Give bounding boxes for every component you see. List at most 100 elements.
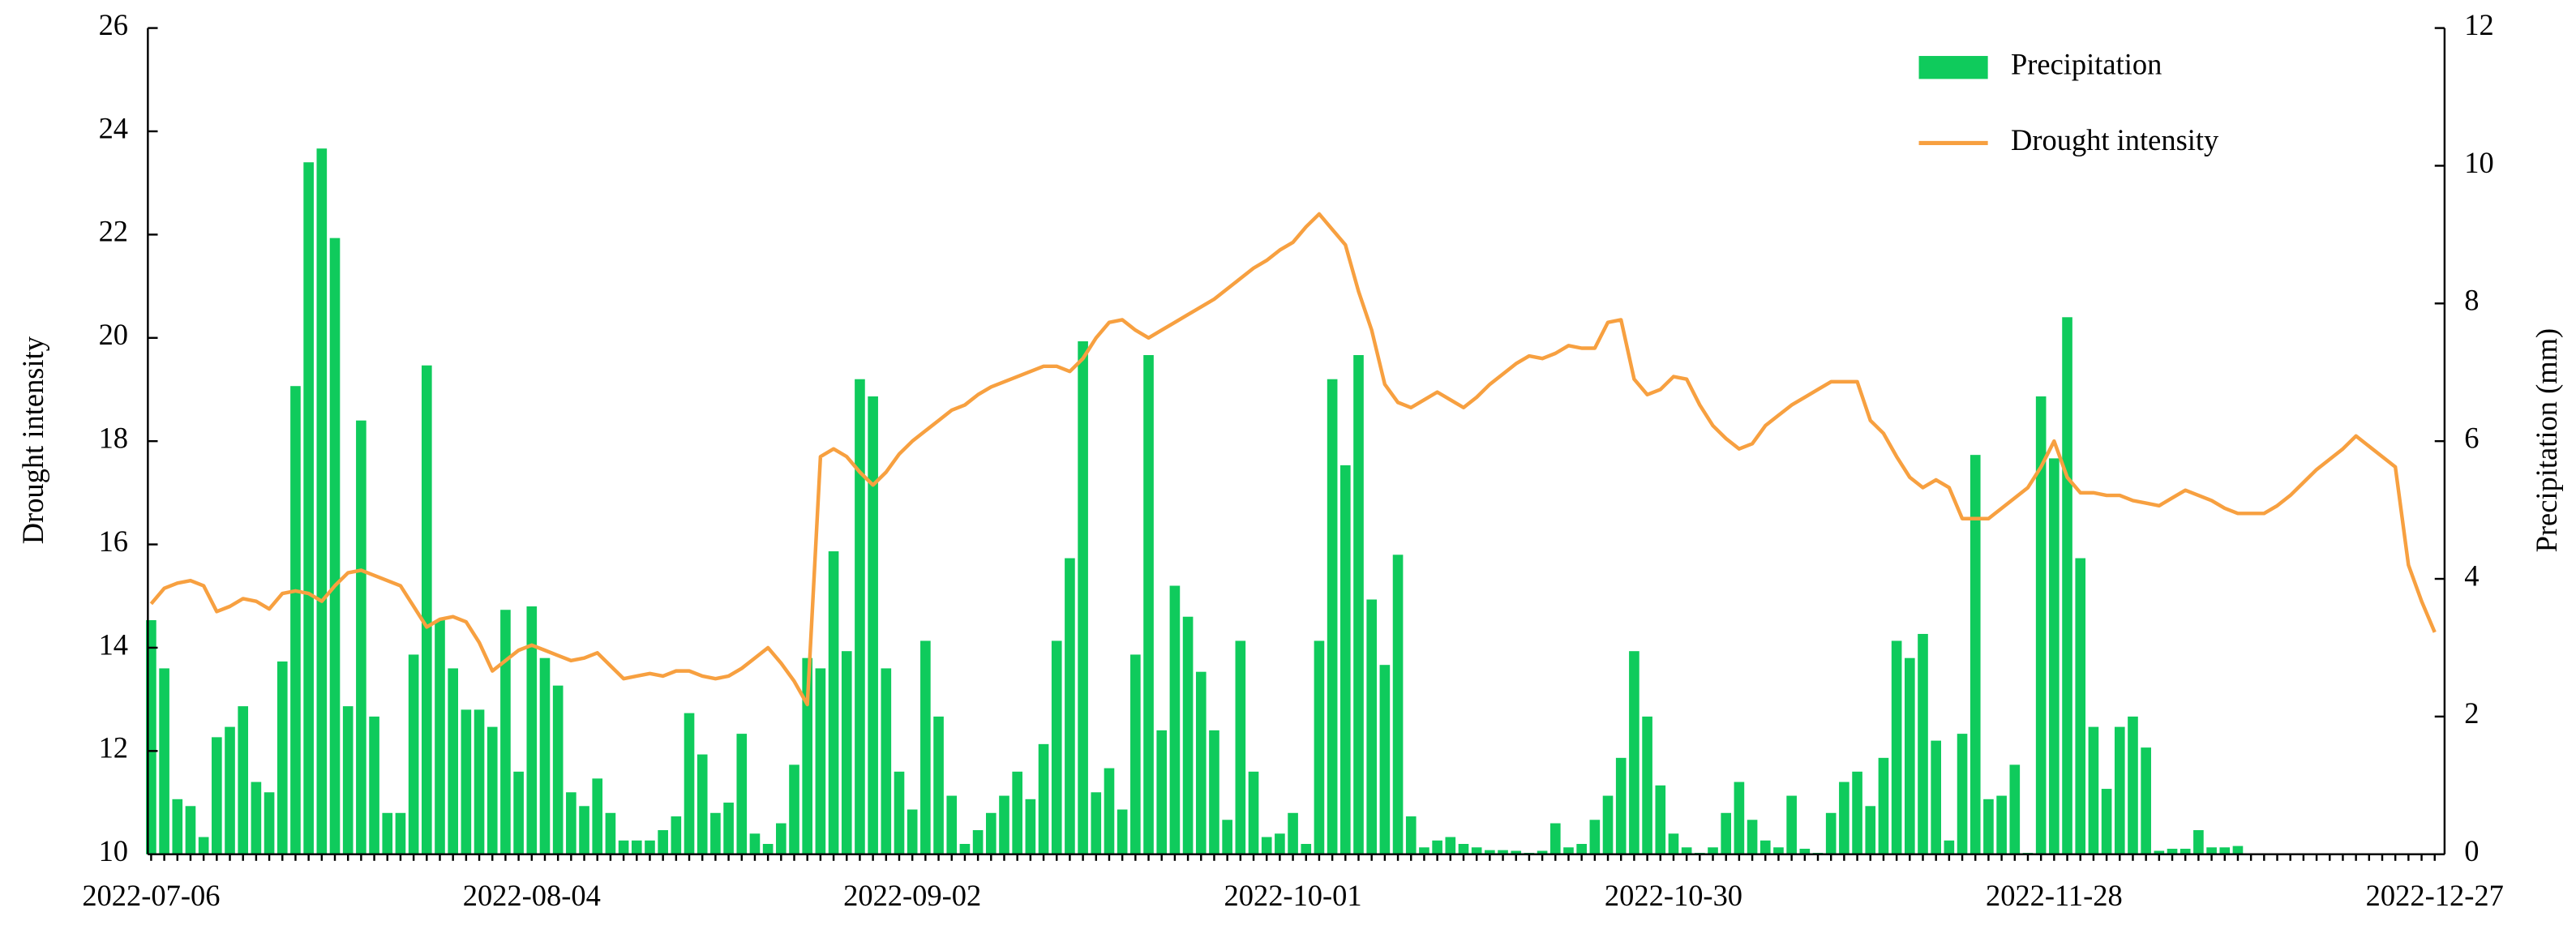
bar [631,840,642,854]
bar [1379,665,1391,854]
bar [408,654,419,854]
bar [1156,730,1168,854]
bar [185,806,196,854]
bar [1786,795,1797,854]
bar [395,812,406,854]
bar [868,396,878,854]
bar [579,806,589,854]
bar [2180,848,2191,854]
bar [526,606,538,854]
bar [1799,848,1811,854]
bar [592,778,603,854]
bar [1340,465,1351,854]
bar [342,706,354,854]
y-tick-label: 16 [99,525,128,558]
bar [1918,633,1928,854]
bar [1602,795,1614,854]
bar [1458,843,1469,854]
bar [1065,558,1075,854]
bar [212,737,222,854]
bar [369,716,379,854]
x-tick-label: 2022-08-04 [463,880,601,912]
bar [1629,651,1639,854]
bar [2154,850,2165,854]
legend-swatch [1918,56,1988,79]
bar [421,365,432,854]
bar [356,420,366,854]
bar [1931,740,1941,854]
bar [303,162,314,854]
y-tick-label: 12 [99,732,128,764]
bar [159,668,169,854]
bar [907,809,918,854]
bar [1839,782,1849,854]
x-tick-label: 2022-07-06 [82,880,220,912]
bar [1012,771,1022,854]
bar [1209,730,1219,854]
bar [329,238,341,854]
y-tick-label: 26 [99,9,128,41]
bar [1248,771,1259,854]
bar [1944,840,1955,854]
x-tick-label: 2022-11-28 [1986,880,2123,912]
bar [513,771,524,854]
bar [881,668,892,854]
bar [1366,599,1378,854]
bar [1025,799,1036,854]
bar [1708,847,1718,854]
bar [225,726,235,854]
bar [736,734,748,854]
bar [1891,640,1902,854]
bar [1983,799,1994,854]
bar [1169,585,1181,854]
bar [815,668,826,854]
x-tick-label: 2022-10-30 [1605,880,1742,912]
bar [710,812,721,854]
bar [2193,830,2204,854]
bar [671,816,682,854]
bar [198,837,209,854]
bar [1091,792,1102,854]
bar [1051,640,1062,854]
bar [276,661,288,854]
bar [802,657,813,854]
bar [645,840,655,854]
bar [1327,379,1338,854]
bar [1549,823,1561,854]
bar [1222,820,1232,854]
bar [1773,847,1784,854]
bar [448,668,458,854]
bar [1734,782,1745,854]
legend-label: Drought intensity [2011,124,2219,156]
bar [1563,847,1574,854]
bar [435,619,445,854]
bar [1143,354,1154,854]
bar [894,771,905,854]
bar [2219,847,2231,854]
bar [618,840,629,854]
bar [1825,812,1837,854]
bar [1576,843,1587,854]
bar [1721,812,1732,854]
bar [1996,795,2007,854]
bar [2009,764,2021,854]
bar [486,726,498,854]
bar [1038,743,1049,854]
y2-axis-title: Precipitation (mm) [2531,328,2563,552]
bar [1759,840,1771,854]
bar [1182,616,1194,854]
bar [946,795,958,854]
bar [1655,785,1666,854]
bar [1878,757,1889,854]
bar [2114,726,2125,854]
bar [1537,850,1548,854]
bar [539,657,551,854]
bar [1970,455,1981,854]
bar [1589,820,1601,854]
bar [1195,671,1207,854]
bar [841,651,852,854]
bar [1498,850,1508,854]
bar [1235,640,1246,854]
